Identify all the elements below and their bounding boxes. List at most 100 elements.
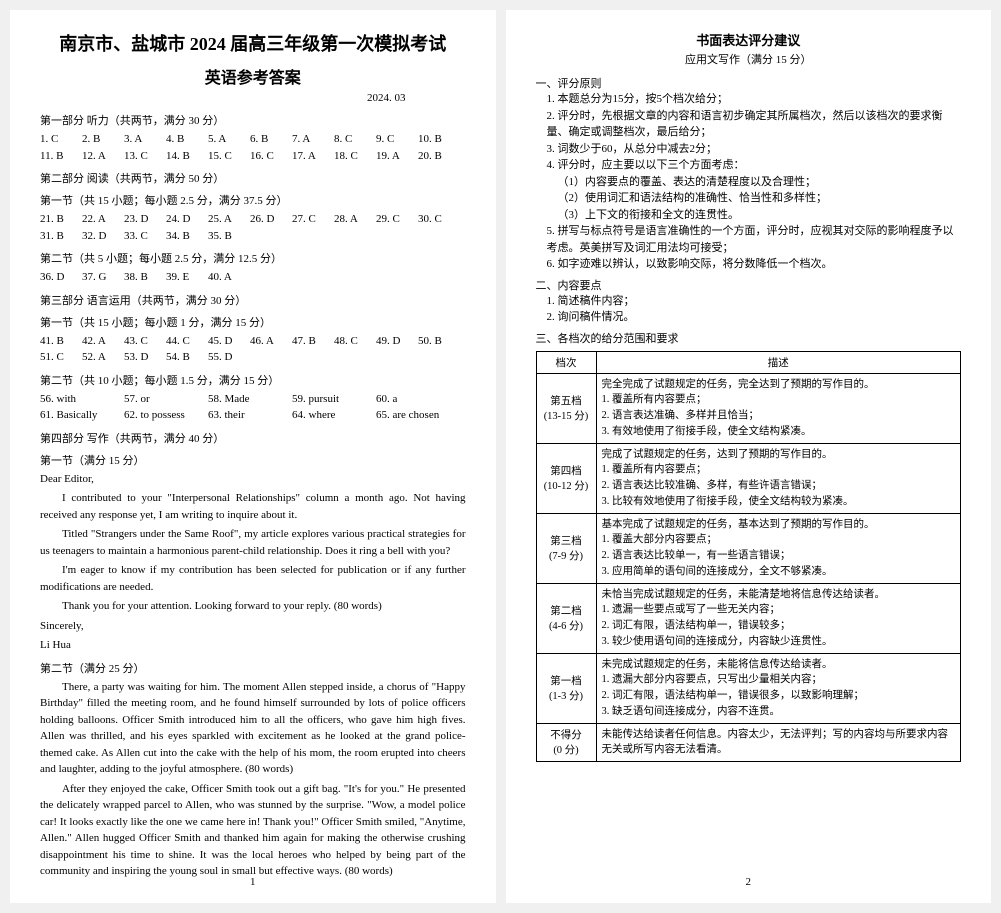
- fill-61-65: 61. Basically 62. to possess 63. their 6…: [40, 407, 466, 424]
- desc-cell: 未恰当完成试题规定的任务，未能清楚地将信息传达给读者。1. 遗漏一些要点或写了一…: [596, 583, 961, 653]
- fill-58: 58. Made: [208, 391, 292, 408]
- table-row: 第一档(1-3 分)未完成试题规定的任务，未能将信息传达给读者。1. 遗漏大部分…: [536, 653, 961, 723]
- band-cell: 第一档(1-3 分): [536, 653, 596, 723]
- answers-1-10: 1. C2. B3. A4. B5. A6. B7. A8. C9. C10. …: [40, 131, 466, 148]
- table-row: 第三档(7-9 分)基本完成了试题规定的任务，基本达到了预期的写作目的。1. 覆…: [536, 513, 961, 583]
- fill-61: 61. Basically: [40, 407, 124, 424]
- band-cell: 第四档(10-12 分): [536, 443, 596, 513]
- part3-sec1: 第一节（共 15 小题；每小题 1 分，满分 15 分）: [40, 314, 466, 330]
- answer-item: 19. A: [376, 148, 418, 165]
- answer-item: 31. B: [40, 228, 82, 245]
- answer-item: 41. B: [40, 333, 82, 350]
- answer-item: 43. C: [124, 333, 166, 350]
- part1-header: 第一部分 听力（共两节，满分 30 分）: [40, 112, 466, 128]
- rubric-title: 书面表达评分建议: [536, 30, 962, 49]
- band-cell: 不得分(0 分): [536, 723, 596, 762]
- page-2: 书面表达评分建议 应用文写作（满分 15 分） 一、评分原则 1. 本题总分为1…: [506, 10, 992, 903]
- sub-title: 英语参考答案: [40, 64, 466, 88]
- exam-date: 2024. 03: [40, 92, 466, 104]
- answer-item: 24. D: [166, 211, 208, 228]
- rubric-sub: 应用文写作（满分 15 分）: [536, 51, 962, 67]
- list-item: （1）内容要点的覆盖、表达的清楚程度以及合理性；: [536, 174, 962, 191]
- answers-36-40: 36. D37. G38. B39. E40. A: [40, 269, 466, 286]
- answer-item: 1. C: [40, 131, 82, 148]
- answer-item: 26. D: [250, 211, 292, 228]
- answer-item: 32. D: [82, 228, 124, 245]
- rubric-sec3: 三、各档次的给分范围和要求: [536, 330, 962, 346]
- answer-item: 51. C: [40, 349, 82, 366]
- answer-item: 45. D: [208, 333, 250, 350]
- table-row: 第四档(10-12 分)完成了试题规定的任务，达到了预期的写作目的。1. 覆盖所…: [536, 443, 961, 513]
- answer-item: 47. B: [292, 333, 334, 350]
- rubric-sec2: 二、内容要点: [536, 277, 962, 293]
- answer-item: 50. B: [418, 333, 460, 350]
- part3-header: 第三部分 语言运用（共两节，满分 30 分）: [40, 292, 466, 308]
- list-item: 2. 询问稿件情况。: [536, 309, 962, 326]
- part4-header: 第四部分 写作（共两节，满分 40 分）: [40, 430, 466, 446]
- part4-sec1: 第一节（满分 15 分）: [40, 452, 466, 468]
- fill-63: 63. their: [208, 407, 292, 424]
- fill-57: 57. or: [124, 391, 208, 408]
- fill-56: 56. with: [40, 391, 124, 408]
- answer-item: 55. D: [208, 349, 250, 366]
- fill-65: 65. are chosen: [376, 407, 460, 424]
- answer-item: 46. A: [250, 333, 292, 350]
- answers-41-50: 41. B42. A43. C44. C45. D46. A47. B48. C…: [40, 333, 466, 350]
- answer-item: 53. D: [124, 349, 166, 366]
- answer-item: 7. A: [292, 131, 334, 148]
- part2-sec2: 第二节（共 5 小题；每小题 2.5 分，满分 12.5 分）: [40, 250, 466, 266]
- rubric-tbody: 第五档(13-15 分)完全完成了试题规定的任务，完全达到了预期的写作目的。1.…: [536, 373, 961, 762]
- answer-item: 27. C: [292, 211, 334, 228]
- col-band: 档次: [536, 351, 596, 373]
- list-item: （2）使用词汇和语法结构的准确性、恰当性和多样性；: [536, 190, 962, 207]
- answer-item: 23. D: [124, 211, 166, 228]
- sec1-sub4: （1）内容要点的覆盖、表达的清楚程度以及合理性；（2）使用词汇和语法结构的准确性…: [536, 174, 962, 224]
- desc-cell: 基本完成了试题规定的任务，基本达到了预期的写作目的。1. 覆盖大部分内容要点；2…: [596, 513, 961, 583]
- answer-item: 37. G: [82, 269, 124, 286]
- answers-11-20: 11. B12. A13. C14. B15. C16. C17. A18. C…: [40, 148, 466, 165]
- page-1: 南京市、盐城市 2024 届高三年级第一次模拟考试 英语参考答案 2024. 0…: [10, 10, 496, 903]
- letter-p1: I contributed to your "Interpersonal Rel…: [40, 490, 466, 523]
- answer-item: 42. A: [82, 333, 124, 350]
- band-cell: 第五档(13-15 分): [536, 373, 596, 443]
- answer-item: 29. C: [376, 211, 418, 228]
- letter-p2: Titled "Strangers under the Same Roof", …: [40, 526, 466, 559]
- desc-cell: 完全完成了试题规定的任务，完全达到了预期的写作目的。1. 覆盖所有内容要点；2.…: [596, 373, 961, 443]
- page-number-2: 2: [746, 876, 752, 888]
- answer-item: 54. B: [166, 349, 208, 366]
- answer-item: 28. A: [334, 211, 376, 228]
- answer-item: 34. B: [166, 228, 208, 245]
- part4-sec2: 第二节（满分 25 分）: [40, 660, 466, 676]
- fill-62: 62. to possess: [124, 407, 208, 424]
- answer-item: 33. C: [124, 228, 166, 245]
- answer-item: 30. C: [418, 211, 460, 228]
- answer-item: 48. C: [334, 333, 376, 350]
- answer-item: 11. B: [40, 148, 82, 165]
- answer-item: 36. D: [40, 269, 82, 286]
- answer-item: 18. C: [334, 148, 376, 165]
- answer-item: 17. A: [292, 148, 334, 165]
- table-row: 不得分(0 分)未能传达给读者任何信息。内容太少，无法评判；写的内容均与所要求内…: [536, 723, 961, 762]
- answer-item: 9. C: [376, 131, 418, 148]
- answer-item: 21. B: [40, 211, 82, 228]
- letter-sign: Li Hua: [40, 637, 466, 654]
- list-item: 1. 本题总分为15分，按5个档次给分；: [536, 91, 962, 108]
- table-header-row: 档次 描述: [536, 351, 961, 373]
- col-desc: 描述: [596, 351, 961, 373]
- answers-21-30: 21. B22. A23. D24. D25. A26. D27. C28. A…: [40, 211, 466, 228]
- part3-sec2: 第二节（共 10 小题；每小题 1.5 分，满分 15 分）: [40, 372, 466, 388]
- sec1-item5: 5. 拼写与标点符号是语言准确性的一个方面，评分时，应视其对交际的影响程度予以考…: [536, 223, 962, 256]
- answer-item: 16. C: [250, 148, 292, 165]
- sec2-items: 1. 简述稿件内容；2. 询问稿件情况。: [536, 293, 962, 326]
- answers-31-35: 31. B32. D33. C34. B35. B: [40, 228, 466, 245]
- list-item: 1. 简述稿件内容；: [536, 293, 962, 310]
- answer-item: 44. C: [166, 333, 208, 350]
- story-p2: After they enjoyed the cake, Officer Smi…: [40, 781, 466, 880]
- part2-sec1: 第一节（共 15 小题；每小题 2.5 分，满分 37.5 分）: [40, 192, 466, 208]
- answer-item: 25. A: [208, 211, 250, 228]
- answer-item: 35. B: [208, 228, 250, 245]
- list-item: 2. 评分时，先根据文章的内容和语言初步确定其所属档次，然后以该档次的要求衡量、…: [536, 108, 962, 141]
- answer-item: 20. B: [418, 148, 460, 165]
- rubric-table: 档次 描述 第五档(13-15 分)完全完成了试题规定的任务，完全达到了预期的写…: [536, 351, 962, 763]
- answer-item: 38. B: [124, 269, 166, 286]
